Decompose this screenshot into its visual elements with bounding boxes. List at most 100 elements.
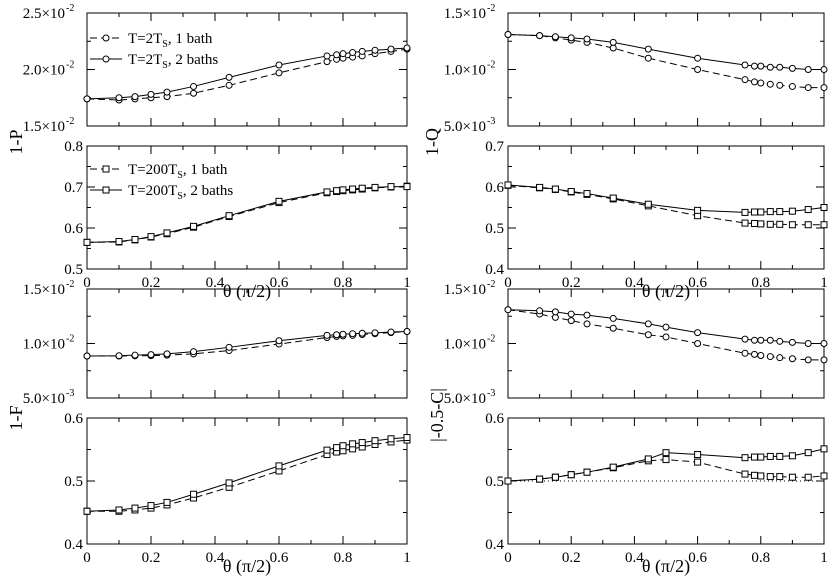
data-point <box>766 80 774 88</box>
data-point <box>115 94 123 102</box>
data-point <box>820 66 828 73</box>
data-point <box>776 354 784 362</box>
data-point <box>504 30 512 38</box>
legend-entry: T=200TS, 1 bath <box>90 162 228 181</box>
y-tick-label: 0.5 <box>485 474 504 490</box>
data-point <box>323 331 331 339</box>
data-point <box>694 206 702 214</box>
data-point <box>788 338 796 346</box>
y-tick-exponent: -3 <box>487 388 495 399</box>
series-two-baths <box>504 30 828 73</box>
data-point <box>804 356 812 364</box>
data-point <box>776 220 784 228</box>
data-point <box>225 479 233 487</box>
data-point <box>766 208 774 216</box>
data-point <box>190 348 198 356</box>
y-tick-label: 0.4 <box>485 262 504 278</box>
series-one-bath <box>83 436 411 515</box>
ylabel-q: 1-Q <box>422 128 442 156</box>
y-tick-label: 1.5×10 <box>444 282 486 298</box>
x-tick-label: 0.6 <box>688 275 707 291</box>
y-tick-label: 0.6 <box>485 180 504 196</box>
data-point <box>662 449 670 457</box>
data-point <box>757 472 765 480</box>
data-point <box>83 507 91 515</box>
data-point <box>820 356 828 364</box>
data-point <box>403 434 411 442</box>
data-point <box>804 473 812 481</box>
y-tick-label: 2.0×10 <box>23 63 65 79</box>
panel-C-top: 5.0×10 -31.0×10 -21.5×10 -2 <box>444 279 828 407</box>
y-tick-exponent: -2 <box>66 3 74 14</box>
x-tick-label: 0.8 <box>751 275 770 291</box>
data-point <box>609 314 617 322</box>
data-point <box>504 181 512 189</box>
plot-frame <box>507 12 825 127</box>
y-tick-exponent: -2 <box>487 3 495 14</box>
y-tick-label: 0.7 <box>485 139 504 155</box>
data-point <box>163 88 171 96</box>
data-point <box>349 49 357 57</box>
y-tick-label: 0.6 <box>64 221 83 237</box>
data-point <box>788 64 796 72</box>
data-point <box>567 310 575 318</box>
x-tick-label: 0 <box>83 275 91 291</box>
y-tick-label: 0.6 <box>64 411 83 427</box>
data-point <box>339 186 347 194</box>
x-tick-label: 0.6 <box>270 550 289 566</box>
data-point <box>788 355 796 363</box>
data-point <box>551 308 559 316</box>
y-tick-label: 1.0×10 <box>23 337 65 353</box>
data-point <box>583 320 591 328</box>
x-tick-label: 0.4 <box>625 550 644 566</box>
data-point <box>115 506 123 514</box>
data-point <box>551 33 559 41</box>
legend-label: T=200TS, 1 bath <box>128 162 228 181</box>
data-point <box>333 444 341 452</box>
data-point <box>190 222 198 230</box>
legend-marker <box>102 55 110 63</box>
y-tick-exponent: -2 <box>66 60 74 71</box>
ylabel-c: |-0.5-C| <box>427 388 447 442</box>
data-point <box>131 504 139 512</box>
series-two-baths <box>504 306 828 347</box>
data-point <box>750 350 758 358</box>
data-point <box>339 442 347 450</box>
legend-label: T=2TS, 2 baths <box>128 52 218 71</box>
data-point <box>644 45 652 53</box>
data-point <box>567 188 575 196</box>
y-tick-label: 1.5×10 <box>23 282 65 298</box>
data-point <box>757 208 765 216</box>
panel-F-top: 5.0×10 -31.0×10 -21.5×10 -2 <box>23 279 411 407</box>
x-tick-label: 0.6 <box>688 550 707 566</box>
data-point <box>323 188 331 196</box>
x-tick-label: 0.4 <box>625 275 644 291</box>
x-tick-label: 0.8 <box>334 550 353 566</box>
data-point <box>757 453 765 461</box>
data-point <box>536 475 544 483</box>
y-tick-label: 0.4 <box>485 537 504 553</box>
y-tick-exponent: -2 <box>66 334 74 345</box>
data-point <box>339 330 347 338</box>
data-point <box>694 54 702 62</box>
data-point <box>387 183 395 191</box>
data-point <box>804 206 812 214</box>
series-line <box>86 186 407 243</box>
data-point <box>776 208 784 216</box>
data-point <box>567 34 575 42</box>
y-tick-label: 0.8 <box>64 139 83 155</box>
data-point <box>694 458 702 466</box>
data-point <box>766 473 774 481</box>
data-point <box>504 477 512 485</box>
data-point <box>504 306 512 314</box>
data-point <box>750 471 758 479</box>
legend-marker <box>102 34 110 42</box>
panel-F-bottom: 0 0.2 0.4 0.6 0.8 1θ (π/2)0.40.50.6 <box>64 411 411 576</box>
data-point <box>694 329 702 337</box>
series-two-baths <box>504 181 828 216</box>
data-point <box>83 238 91 246</box>
x-tick-label: 0.2 <box>562 550 581 566</box>
data-point <box>820 221 828 229</box>
y-tick-exponent: -3 <box>487 116 495 127</box>
data-point <box>323 58 331 66</box>
